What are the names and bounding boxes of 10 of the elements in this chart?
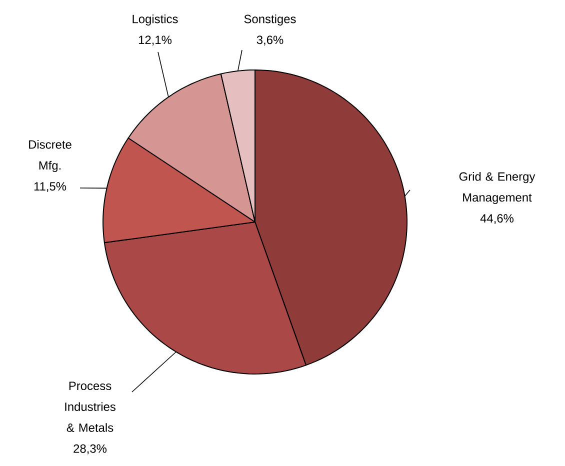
data-label: 28,3% bbox=[74, 444, 107, 454]
slice-label: Discrete Mfg. bbox=[29, 140, 72, 172]
data-label: 3,6% bbox=[256, 36, 284, 46]
slice-label: Grid & Energy Management bbox=[459, 172, 536, 204]
data-label: 12,1% bbox=[138, 36, 172, 46]
data-label: 44,6% bbox=[480, 214, 514, 224]
data-label: 11,5% bbox=[34, 182, 66, 192]
slice-label: Sonstiges bbox=[244, 14, 296, 26]
slice-label: Process Industries & Metals bbox=[65, 382, 116, 432]
slice-label: Logistics bbox=[132, 14, 178, 26]
